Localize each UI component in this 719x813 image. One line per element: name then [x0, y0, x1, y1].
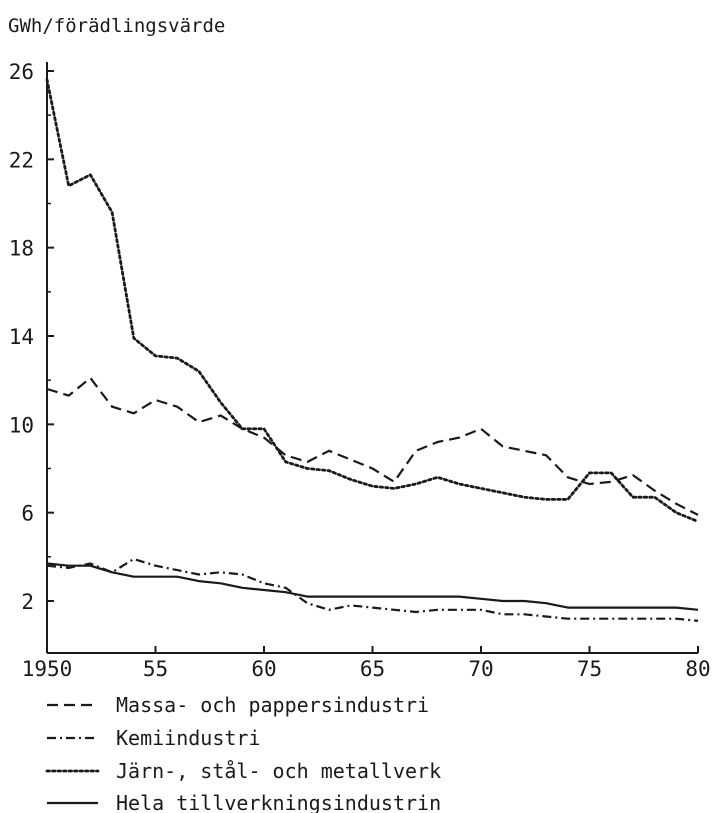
y-tick-label: 18 — [9, 237, 34, 261]
legend-label: Kemiindustri — [116, 726, 261, 750]
x-tick-label: 1950 — [22, 657, 73, 681]
y-tick-label: 26 — [9, 60, 34, 84]
series-line-4 — [46, 562, 699, 611]
series-line-1 — [46, 376, 699, 516]
legend-label: Hela tillverkningsindustrin — [116, 791, 441, 813]
y-tick-label: 14 — [9, 325, 34, 349]
x-tick-label: 65 — [360, 657, 385, 681]
series-line-3 — [45, 78, 700, 523]
x-tick-label: 70 — [468, 657, 493, 681]
y-tick-label: 22 — [9, 148, 34, 172]
legend-label: Järn-, stål- och metallverk — [116, 759, 441, 783]
x-tick-label: 60 — [251, 657, 276, 681]
legend-label: Massa- och pappersindustri — [116, 693, 429, 717]
series-layer — [45, 78, 700, 622]
x-tick-label: 80 — [685, 657, 710, 681]
x-tick-label: 75 — [577, 657, 602, 681]
x-tick-label: 55 — [143, 657, 168, 681]
y-tick-label: 6 — [21, 502, 34, 526]
y-tick-label: 10 — [9, 413, 34, 437]
y-axis-label: GWh/förädlingsvärde — [8, 15, 225, 37]
series-line-2 — [46, 557, 699, 622]
y-tick-label: 2 — [21, 590, 34, 614]
legend: Massa- och pappersindustri Kemiindustri Jä… — [45, 693, 441, 813]
